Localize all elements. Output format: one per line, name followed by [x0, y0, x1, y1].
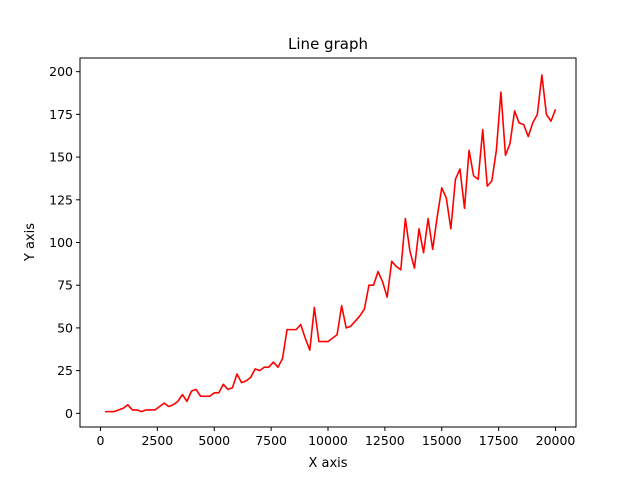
- x-tick-label: 20000: [536, 433, 576, 448]
- y-axis-label: Y axis: [23, 223, 38, 262]
- x-tick-label: 10000: [308, 433, 348, 448]
- series-line: [105, 74, 557, 413]
- x-axis: 0 2500 5000 7500 10000 12500 15000 17500 20000: [97, 427, 576, 448]
- y-tick-label: 100: [49, 235, 73, 250]
- y-tick-label: 200: [49, 64, 73, 79]
- plot-frame: [79, 57, 577, 428]
- x-tick-label: 5000: [198, 433, 230, 448]
- y-tick-label: 25: [57, 363, 73, 378]
- y-tick-label: 0: [65, 406, 73, 421]
- x-tick-label: 15000: [422, 433, 462, 448]
- chart-title: Line graph: [288, 35, 368, 53]
- y-tick-label: 75: [57, 278, 73, 293]
- y-tick-label: 125: [49, 192, 73, 207]
- x-tick-label: 12500: [365, 433, 405, 448]
- y-tick-label: 150: [49, 150, 73, 165]
- y-axis: 0 25 50 75 100 125 150 175 200: [49, 64, 80, 421]
- x-tick-label: 0: [97, 433, 105, 448]
- x-axis-label: X axis: [308, 456, 347, 471]
- y-tick-label: 50: [57, 320, 73, 335]
- x-tick-label: 17500: [479, 433, 519, 448]
- y-tick-label: 175: [49, 107, 73, 122]
- plot-area: [105, 74, 557, 413]
- x-tick-label: 7500: [255, 433, 287, 448]
- x-tick-label: 2500: [141, 433, 173, 448]
